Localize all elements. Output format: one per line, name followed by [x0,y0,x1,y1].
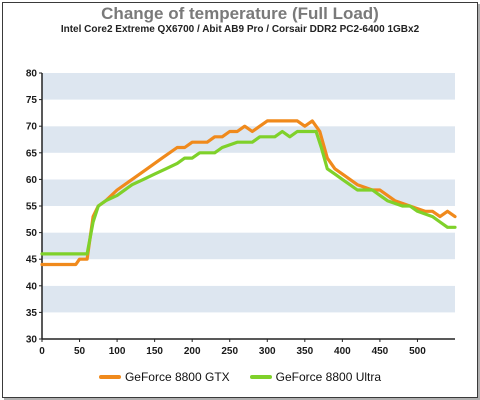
x-tick-label: 50 [74,346,86,357]
grid-band [42,285,455,313]
x-tick-label: 100 [109,346,126,357]
y-tick-label: 30 [26,335,38,346]
y-tick-label: 35 [26,308,38,319]
legend-item-gtx: GeForce 8800 GTX [98,370,230,384]
x-tick-label: 150 [146,346,163,357]
grid-band [42,152,455,180]
x-tick-label: 300 [259,346,276,357]
y-tick-label: 80 [26,69,38,80]
x-tick-label: 500 [409,346,426,357]
grid-band [42,259,455,286]
series-lines [40,119,457,267]
legend-swatch-ultra [249,375,272,379]
x-tick-label: 250 [221,346,238,357]
y-tick-label: 40 [26,281,38,292]
series-line-1 [40,129,457,256]
y-tick-label: 70 [26,122,38,133]
chart-subtitle: Intel Core2 Extreme QX6700 / Abit AB9 Pr… [60,24,420,35]
x-tick-label: 200 [184,346,201,357]
x-tick-labels: 0 50 100 150 200 250 300 350 400 450 500 [39,339,426,357]
y-tick-label: 45 [26,255,38,266]
grid-band [42,232,455,260]
grid-band [42,206,455,233]
x-tick-label: 450 [372,346,389,357]
x-tick-label: 350 [296,346,313,357]
chart-title: Change of temperature (Full Load) [101,4,379,23]
y-tick-label: 60 [26,175,38,186]
y-tick-label: 65 [26,148,38,159]
legend-label-ultra: GeForce 8800 Ultra [275,370,382,384]
y-tick-label: 50 [26,228,38,239]
x-tick-label: 0 [39,346,45,357]
x-tick-label: 400 [334,346,351,357]
y-tick-label: 55 [26,202,38,213]
legend-item-ultra: GeForce 8800 Ultra [249,370,382,384]
legend-swatch-gtx [98,375,121,379]
y-tick-labels: 30 35 40 45 50 55 60 65 70 75 80 [26,69,42,346]
y-tick-label: 75 [26,95,38,106]
grid-band [42,73,455,100]
legend-label-gtx: GeForce 8800 GTX [124,370,230,384]
grid-bands [42,73,455,339]
legend: GeForce 8800 GTX GeForce 8800 Ultra [0,370,480,384]
grid-band [42,99,455,127]
grid-band [42,312,455,339]
